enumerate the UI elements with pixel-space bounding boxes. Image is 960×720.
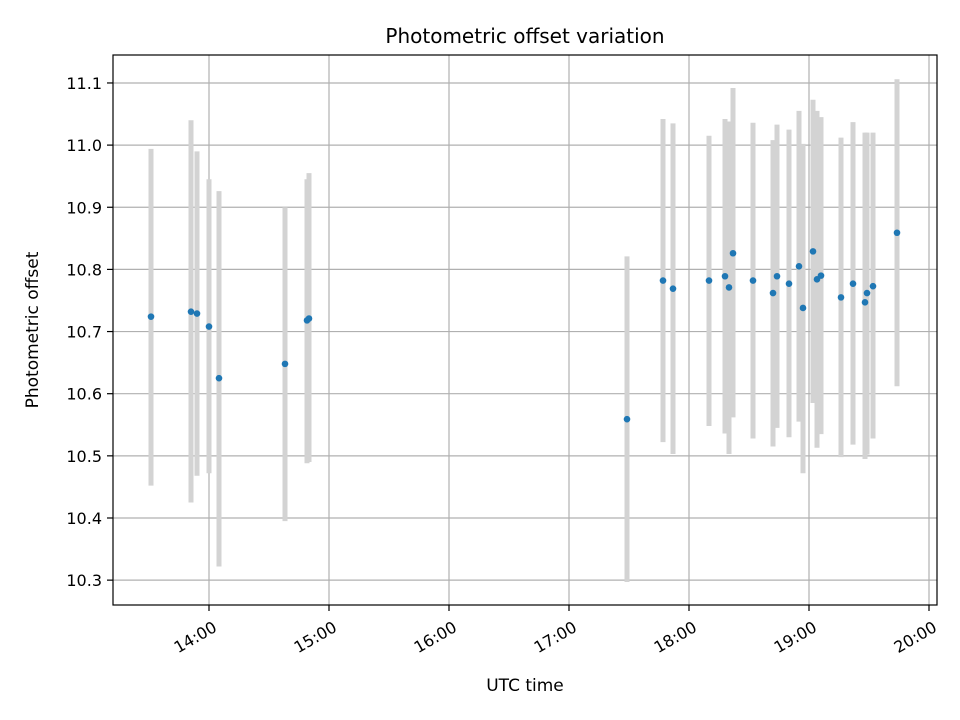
y-tick-label: 10.8: [66, 260, 102, 279]
data-point: [281, 360, 289, 368]
data-point: [773, 272, 781, 280]
data-points: [147, 229, 901, 423]
data-point: [729, 249, 737, 257]
data-point: [837, 294, 845, 301]
data-point: [623, 415, 631, 423]
data-point: [147, 313, 155, 320]
data-point: [659, 277, 667, 284]
data-point: [817, 272, 825, 279]
data-point: [187, 308, 195, 315]
data-point: [861, 299, 869, 306]
data-point: [669, 285, 677, 292]
x-axis-title: UTC time: [486, 676, 564, 696]
y-tick-label: 11.0: [66, 136, 102, 155]
y-tick-label: 10.7: [66, 323, 102, 342]
y-tick-label: 10.3: [66, 571, 102, 590]
data-point: [809, 248, 817, 255]
y-tick-label: 11.1: [66, 74, 102, 93]
data-point: [863, 289, 871, 297]
data-point: [785, 280, 793, 288]
data-point: [799, 304, 807, 312]
data-point: [893, 229, 901, 237]
y-tick-label: 10.4: [66, 509, 102, 528]
y-tick-label: 10.5: [66, 447, 102, 466]
data-point: [205, 323, 213, 330]
y-tick-label: 10.9: [66, 198, 102, 217]
chart-title: Photometric offset variation: [385, 24, 664, 48]
y-tick-label: 10.6: [66, 385, 102, 404]
plot-frame: [112, 54, 938, 606]
data-point: [705, 277, 713, 284]
data-point: [721, 272, 729, 280]
data-point: [725, 284, 733, 291]
data-point: [849, 280, 857, 288]
data-point: [769, 289, 777, 297]
data-point: [215, 374, 223, 382]
data-point: [869, 282, 877, 290]
data-point: [795, 262, 803, 270]
data-point: [193, 310, 201, 317]
data-point: [305, 315, 313, 322]
y-axis-title: Photometric offset: [23, 251, 43, 408]
data-point: [749, 277, 757, 284]
y-axis-ticks: 10.3 10.4 10.5 10.6 10.7 10.8 10.9 11.0 11.1: [66, 74, 113, 590]
